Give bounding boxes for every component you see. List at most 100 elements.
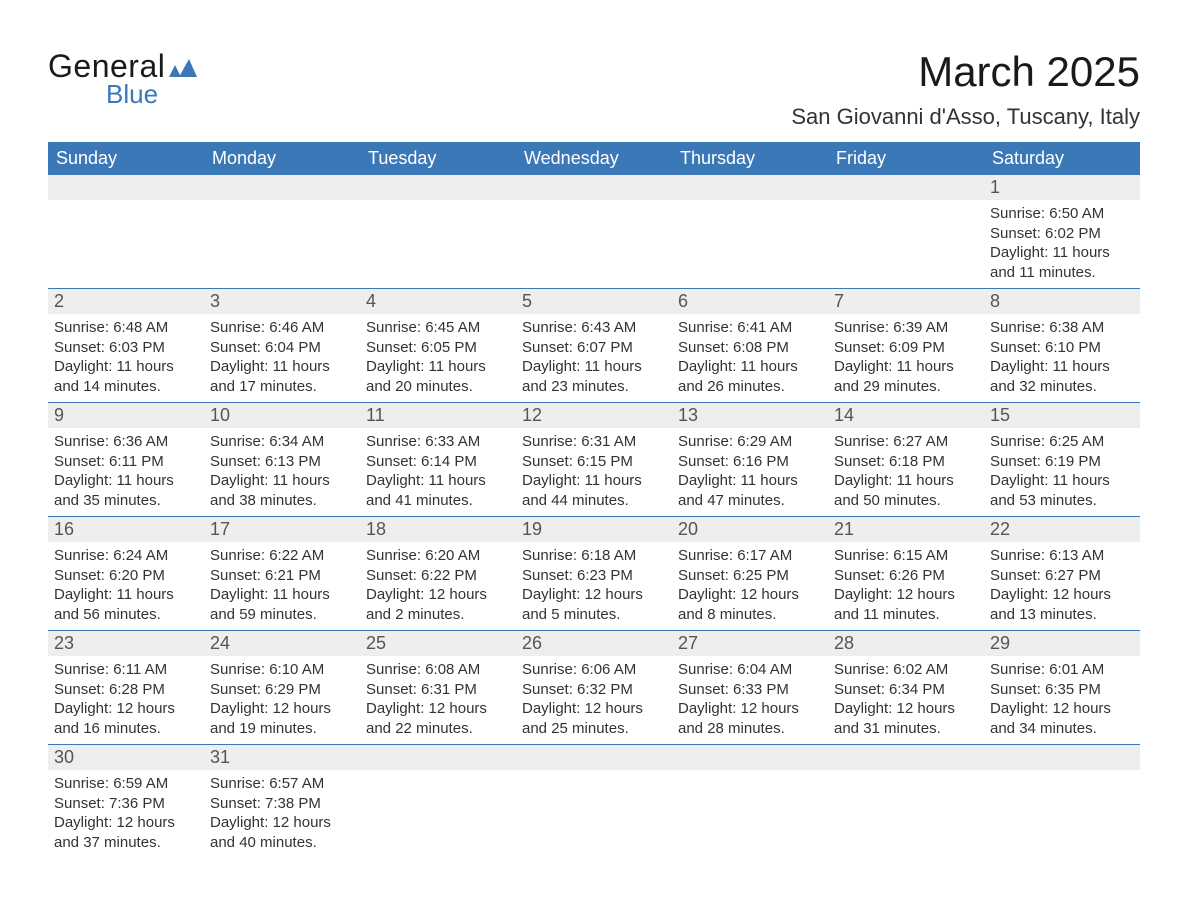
day-header: Friday	[828, 142, 984, 175]
week-row: 23Sunrise: 6:11 AMSunset: 6:28 PMDayligh…	[48, 631, 1140, 745]
sunset-line: Sunset: 6:29 PM	[210, 680, 354, 700]
sunrise-line: Sunrise: 6:46 AM	[210, 318, 354, 338]
daylight-line: Daylight: 12 hours and 2 minutes.	[366, 585, 510, 624]
sunset-line: Sunset: 6:18 PM	[834, 452, 978, 472]
sunrise-line: Sunrise: 6:43 AM	[522, 318, 666, 338]
calendar-cell: 31Sunrise: 6:57 AMSunset: 7:38 PMDayligh…	[204, 745, 360, 859]
day-number: 7	[828, 289, 984, 314]
cell-body: Sunrise: 6:02 AMSunset: 6:34 PMDaylight:…	[828, 656, 984, 744]
sunrise-line: Sunrise: 6:45 AM	[366, 318, 510, 338]
calendar-cell: 13Sunrise: 6:29 AMSunset: 6:16 PMDayligh…	[672, 403, 828, 517]
calendar-cell: 21Sunrise: 6:15 AMSunset: 6:26 PMDayligh…	[828, 517, 984, 631]
sunset-line: Sunset: 6:20 PM	[54, 566, 198, 586]
cell-body: Sunrise: 6:15 AMSunset: 6:26 PMDaylight:…	[828, 542, 984, 630]
cell-body: Sunrise: 6:43 AMSunset: 6:07 PMDaylight:…	[516, 314, 672, 402]
day-number	[48, 175, 204, 200]
cell-body: Sunrise: 6:45 AMSunset: 6:05 PMDaylight:…	[360, 314, 516, 402]
calendar-cell: 23Sunrise: 6:11 AMSunset: 6:28 PMDayligh…	[48, 631, 204, 745]
day-number	[984, 745, 1140, 770]
day-number	[828, 745, 984, 770]
calendar-body: 1Sunrise: 6:50 AMSunset: 6:02 PMDaylight…	[48, 175, 1140, 858]
sunset-line: Sunset: 6:09 PM	[834, 338, 978, 358]
day-number: 19	[516, 517, 672, 542]
day-number: 17	[204, 517, 360, 542]
daylight-line: Daylight: 11 hours and 38 minutes.	[210, 471, 354, 510]
calendar-cell	[984, 745, 1140, 859]
daylight-line: Daylight: 12 hours and 11 minutes.	[834, 585, 978, 624]
sunset-line: Sunset: 6:15 PM	[522, 452, 666, 472]
week-row: 2Sunrise: 6:48 AMSunset: 6:03 PMDaylight…	[48, 289, 1140, 403]
cell-body: Sunrise: 6:36 AMSunset: 6:11 PMDaylight:…	[48, 428, 204, 516]
day-header-row: Sunday Monday Tuesday Wednesday Thursday…	[48, 142, 1140, 175]
calendar-cell: 9Sunrise: 6:36 AMSunset: 6:11 PMDaylight…	[48, 403, 204, 517]
cell-body	[672, 770, 828, 842]
calendar-cell: 5Sunrise: 6:43 AMSunset: 6:07 PMDaylight…	[516, 289, 672, 403]
cell-body: Sunrise: 6:22 AMSunset: 6:21 PMDaylight:…	[204, 542, 360, 630]
sunrise-line: Sunrise: 6:29 AM	[678, 432, 822, 452]
sunset-line: Sunset: 6:19 PM	[990, 452, 1134, 472]
daylight-line: Daylight: 12 hours and 22 minutes.	[366, 699, 510, 738]
cell-body: Sunrise: 6:06 AMSunset: 6:32 PMDaylight:…	[516, 656, 672, 744]
day-number: 10	[204, 403, 360, 428]
logo-text-bottom: Blue	[106, 79, 158, 110]
sunset-line: Sunset: 6:21 PM	[210, 566, 354, 586]
cell-body	[828, 770, 984, 842]
calendar-cell: 15Sunrise: 6:25 AMSunset: 6:19 PMDayligh…	[984, 403, 1140, 517]
calendar-head: Sunday Monday Tuesday Wednesday Thursday…	[48, 142, 1140, 175]
day-header: Tuesday	[360, 142, 516, 175]
cell-body	[672, 200, 828, 272]
sunset-line: Sunset: 6:05 PM	[366, 338, 510, 358]
calendar-cell: 16Sunrise: 6:24 AMSunset: 6:20 PMDayligh…	[48, 517, 204, 631]
daylight-line: Daylight: 12 hours and 34 minutes.	[990, 699, 1134, 738]
day-number: 30	[48, 745, 204, 770]
calendar-cell: 26Sunrise: 6:06 AMSunset: 6:32 PMDayligh…	[516, 631, 672, 745]
daylight-line: Daylight: 12 hours and 5 minutes.	[522, 585, 666, 624]
day-number	[672, 745, 828, 770]
sunset-line: Sunset: 6:28 PM	[54, 680, 198, 700]
cell-body: Sunrise: 6:27 AMSunset: 6:18 PMDaylight:…	[828, 428, 984, 516]
day-header: Monday	[204, 142, 360, 175]
cell-body: Sunrise: 6:13 AMSunset: 6:27 PMDaylight:…	[984, 542, 1140, 630]
day-number: 5	[516, 289, 672, 314]
sunset-line: Sunset: 6:07 PM	[522, 338, 666, 358]
day-number: 8	[984, 289, 1140, 314]
sunset-line: Sunset: 6:02 PM	[990, 224, 1134, 244]
sunrise-line: Sunrise: 6:59 AM	[54, 774, 198, 794]
sunset-line: Sunset: 6:08 PM	[678, 338, 822, 358]
week-row: 1Sunrise: 6:50 AMSunset: 6:02 PMDaylight…	[48, 175, 1140, 289]
cell-body: Sunrise: 6:17 AMSunset: 6:25 PMDaylight:…	[672, 542, 828, 630]
day-number: 14	[828, 403, 984, 428]
sunset-line: Sunset: 7:36 PM	[54, 794, 198, 814]
day-number: 21	[828, 517, 984, 542]
sunset-line: Sunset: 6:32 PM	[522, 680, 666, 700]
calendar-cell	[672, 745, 828, 859]
daylight-line: Daylight: 12 hours and 31 minutes.	[834, 699, 978, 738]
cell-body: Sunrise: 6:31 AMSunset: 6:15 PMDaylight:…	[516, 428, 672, 516]
daylight-line: Daylight: 11 hours and 26 minutes.	[678, 357, 822, 396]
sunset-line: Sunset: 6:04 PM	[210, 338, 354, 358]
sunrise-line: Sunrise: 6:31 AM	[522, 432, 666, 452]
sunrise-line: Sunrise: 6:57 AM	[210, 774, 354, 794]
calendar-cell: 28Sunrise: 6:02 AMSunset: 6:34 PMDayligh…	[828, 631, 984, 745]
daylight-line: Daylight: 11 hours and 32 minutes.	[990, 357, 1134, 396]
sunset-line: Sunset: 6:27 PM	[990, 566, 1134, 586]
sunrise-line: Sunrise: 6:33 AM	[366, 432, 510, 452]
cell-body	[984, 770, 1140, 842]
day-number	[204, 175, 360, 200]
daylight-line: Daylight: 11 hours and 41 minutes.	[366, 471, 510, 510]
cell-body: Sunrise: 6:39 AMSunset: 6:09 PMDaylight:…	[828, 314, 984, 402]
calendar-cell: 4Sunrise: 6:45 AMSunset: 6:05 PMDaylight…	[360, 289, 516, 403]
sunrise-line: Sunrise: 6:18 AM	[522, 546, 666, 566]
daylight-line: Daylight: 12 hours and 25 minutes.	[522, 699, 666, 738]
day-number: 31	[204, 745, 360, 770]
sunrise-line: Sunrise: 6:20 AM	[366, 546, 510, 566]
day-number: 23	[48, 631, 204, 656]
daylight-line: Daylight: 11 hours and 59 minutes.	[210, 585, 354, 624]
day-number: 2	[48, 289, 204, 314]
day-number	[516, 175, 672, 200]
sunrise-line: Sunrise: 6:01 AM	[990, 660, 1134, 680]
day-number: 18	[360, 517, 516, 542]
sunrise-line: Sunrise: 6:27 AM	[834, 432, 978, 452]
sunset-line: Sunset: 6:11 PM	[54, 452, 198, 472]
day-number	[672, 175, 828, 200]
